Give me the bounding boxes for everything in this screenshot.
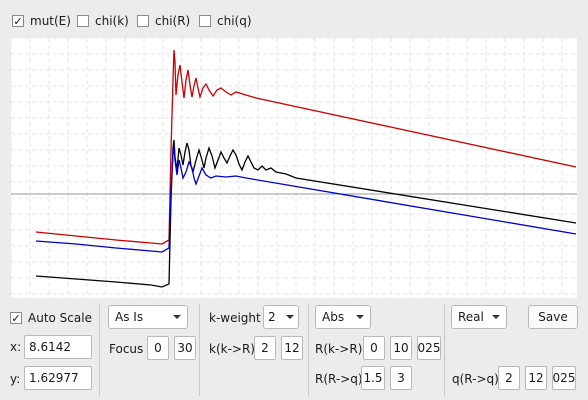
k-to-r-label: k(k->R) [209, 342, 255, 356]
separator [308, 304, 309, 396]
auto-scale-label: Auto Scale [28, 311, 92, 325]
focus-label: Focus [109, 342, 144, 356]
k-to-r-min-input[interactable]: 2 [254, 336, 276, 360]
abs-select[interactable]: Abs [315, 305, 371, 329]
real-select[interactable]: Real [451, 305, 507, 329]
checkbox-mark: ✓ [10, 311, 22, 325]
checkbox-mark: ✓ [12, 14, 24, 28]
auto-scale-checkbox[interactable]: ✓ Auto Scale [10, 311, 92, 325]
k-weight-value: 2 [268, 310, 276, 324]
r-k-to-r-third-input[interactable]: 025 [417, 336, 441, 360]
abs-select-value: Abs [322, 310, 345, 324]
y-input[interactable]: 1.62977 [24, 366, 92, 390]
mute-checkbox-label: mut(E) [30, 14, 71, 28]
focus-max-input[interactable]: 30 [174, 336, 196, 360]
separator [199, 304, 200, 396]
transform-select-value: As Is [115, 310, 144, 324]
x-input[interactable]: 8.6142 [24, 335, 92, 359]
chevron-down-icon [356, 315, 364, 319]
chir-checkbox-label: chi(R) [155, 14, 191, 28]
chevron-down-icon [173, 315, 181, 319]
k-weight-select[interactable]: 2 [263, 305, 299, 329]
plot-svg [11, 38, 577, 298]
k-weight-label: k-weight [209, 311, 261, 325]
chevron-down-icon [492, 315, 500, 319]
plot-area[interactable] [11, 38, 577, 298]
transform-select[interactable]: As Is [108, 305, 188, 329]
chir-checkbox[interactable]: chi(R) [137, 14, 190, 28]
chik-checkbox-label: chi(k) [95, 14, 129, 28]
separator [444, 304, 445, 396]
save-button[interactable]: Save [528, 305, 578, 329]
chiq-checkbox[interactable]: chi(q) [199, 14, 252, 28]
q-r-to-q-max-input[interactable]: 12 [525, 366, 547, 390]
r-k-to-r-label: R(k->R) [315, 342, 363, 356]
checkbox-mark [137, 15, 149, 27]
chik-checkbox[interactable]: chi(k) [77, 14, 129, 28]
r-r-to-q-label: R(R->q) [315, 372, 363, 386]
checkbox-mark [77, 15, 89, 27]
x-label: x: [10, 340, 22, 354]
separator [99, 304, 100, 396]
r-r-to-q-min-input[interactable]: 1.5 [361, 366, 385, 390]
grid [11, 38, 577, 298]
series-line-0 [35, 49, 577, 245]
r-k-to-r-max-input[interactable]: 10 [390, 336, 412, 360]
series-line-1 [35, 139, 577, 288]
chiq-checkbox-label: chi(q) [217, 14, 252, 28]
real-select-value: Real [458, 310, 484, 324]
y-label: y: [10, 372, 21, 386]
r-k-to-r-min-input[interactable]: 0 [363, 336, 385, 360]
k-to-r-max-input[interactable]: 12 [281, 336, 303, 360]
q-r-to-q-min-input[interactable]: 2 [498, 366, 520, 390]
q-r-to-q-label: q(R->q) [452, 372, 499, 386]
series-line-2 [35, 144, 577, 253]
r-r-to-q-max-input[interactable]: 3 [390, 366, 412, 390]
chevron-down-icon [286, 315, 294, 319]
q-r-to-q-third-input[interactable]: 025 [552, 366, 576, 390]
checkbox-mark [199, 15, 211, 27]
focus-min-input[interactable]: 0 [147, 336, 169, 360]
mute-checkbox[interactable]: ✓ mut(E) [12, 14, 71, 28]
